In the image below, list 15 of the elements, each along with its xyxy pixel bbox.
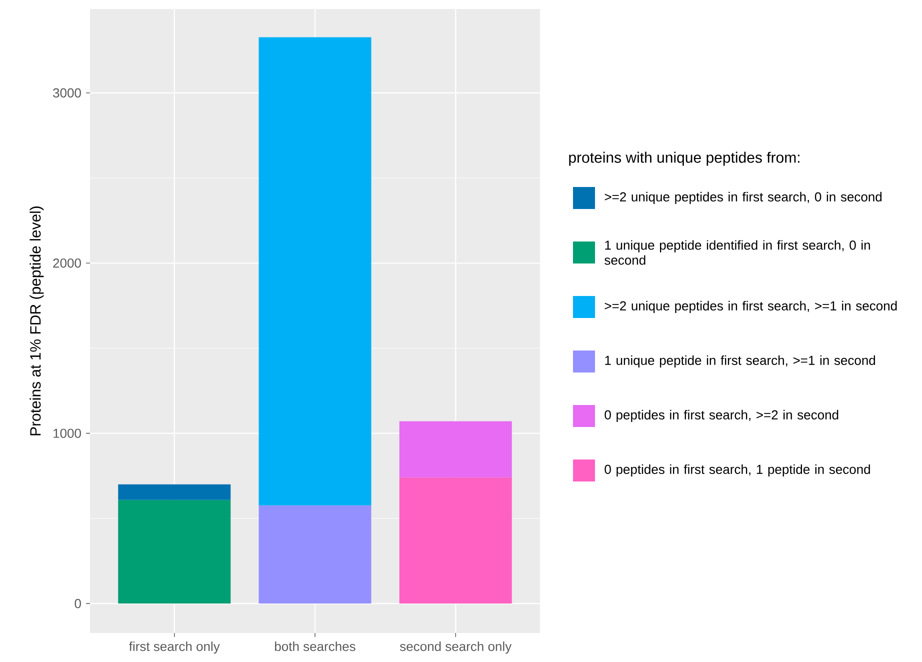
y-tick-label: 0 (74, 598, 81, 608)
x-tick-label: both searches (275, 642, 356, 652)
legend-label: >=2 unique peptides in first search, >=1 in second (604, 300, 897, 314)
x-tick-label: first search only (129, 642, 220, 654)
legend-label: >=2 unique peptides in first search, 0 in second (604, 192, 882, 204)
y-tick-label: 2000 (53, 258, 81, 268)
y-tick-label: 1000 (54, 428, 81, 438)
legend-title: proteins with unique peptides from: (569, 152, 800, 166)
legend-label: 0 peptides in first search, >=2 in second (604, 410, 838, 422)
legend-label: 1 unique peptide in first search, >=1 in second (605, 355, 876, 368)
y-axis-title: Proteins at 1% FDR (peptide level) (30, 206, 44, 436)
x-tick-label: second search only (400, 642, 512, 654)
y-tick-label: 3000 (53, 88, 81, 98)
legend-label: 1 unique peptide identified in first search, 0 in second (604, 240, 870, 265)
legend-label: 0 peptides in first search, 1 peptide in second (604, 464, 870, 477)
